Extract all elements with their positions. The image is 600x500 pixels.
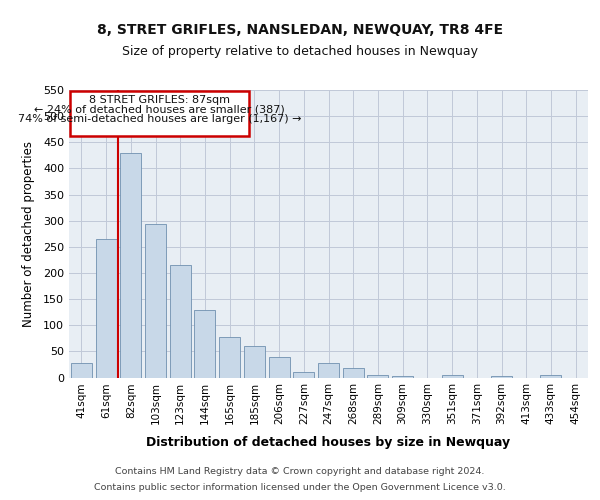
Bar	[145, 224, 166, 378]
Y-axis label: Number of detached properties: Number of detached properties	[22, 141, 35, 327]
Text: 74% of semi-detached houses are larger (1,167) →: 74% of semi-detached houses are larger (…	[18, 114, 302, 124]
Bar	[194, 310, 215, 378]
Text: 8 STRET GRIFLES: 87sqm: 8 STRET GRIFLES: 87sqm	[89, 95, 230, 105]
Bar	[95, 239, 116, 378]
Bar	[392, 376, 413, 378]
Text: ← 24% of detached houses are smaller (387): ← 24% of detached houses are smaller (38…	[34, 104, 285, 115]
Bar	[219, 336, 240, 378]
Text: 8, STRET GRIFLES, NANSLEDAN, NEWQUAY, TR8 4FE: 8, STRET GRIFLES, NANSLEDAN, NEWQUAY, TR…	[97, 22, 503, 36]
Bar	[244, 346, 265, 378]
Bar	[318, 363, 339, 378]
Text: Contains public sector information licensed under the Open Government Licence v3: Contains public sector information licen…	[94, 484, 506, 492]
Bar	[343, 368, 364, 378]
Text: Contains HM Land Registry data © Crown copyright and database right 2024.: Contains HM Land Registry data © Crown c…	[115, 467, 485, 476]
Bar	[541, 375, 562, 378]
Bar	[293, 372, 314, 378]
Bar	[442, 375, 463, 378]
Bar	[120, 152, 141, 378]
Bar	[367, 375, 388, 378]
X-axis label: Distribution of detached houses by size in Newquay: Distribution of detached houses by size …	[146, 436, 511, 448]
Bar	[170, 265, 191, 378]
Bar	[71, 364, 92, 378]
FancyBboxPatch shape	[70, 91, 250, 136]
Bar	[269, 356, 290, 378]
Text: Size of property relative to detached houses in Newquay: Size of property relative to detached ho…	[122, 45, 478, 58]
Bar	[491, 376, 512, 378]
